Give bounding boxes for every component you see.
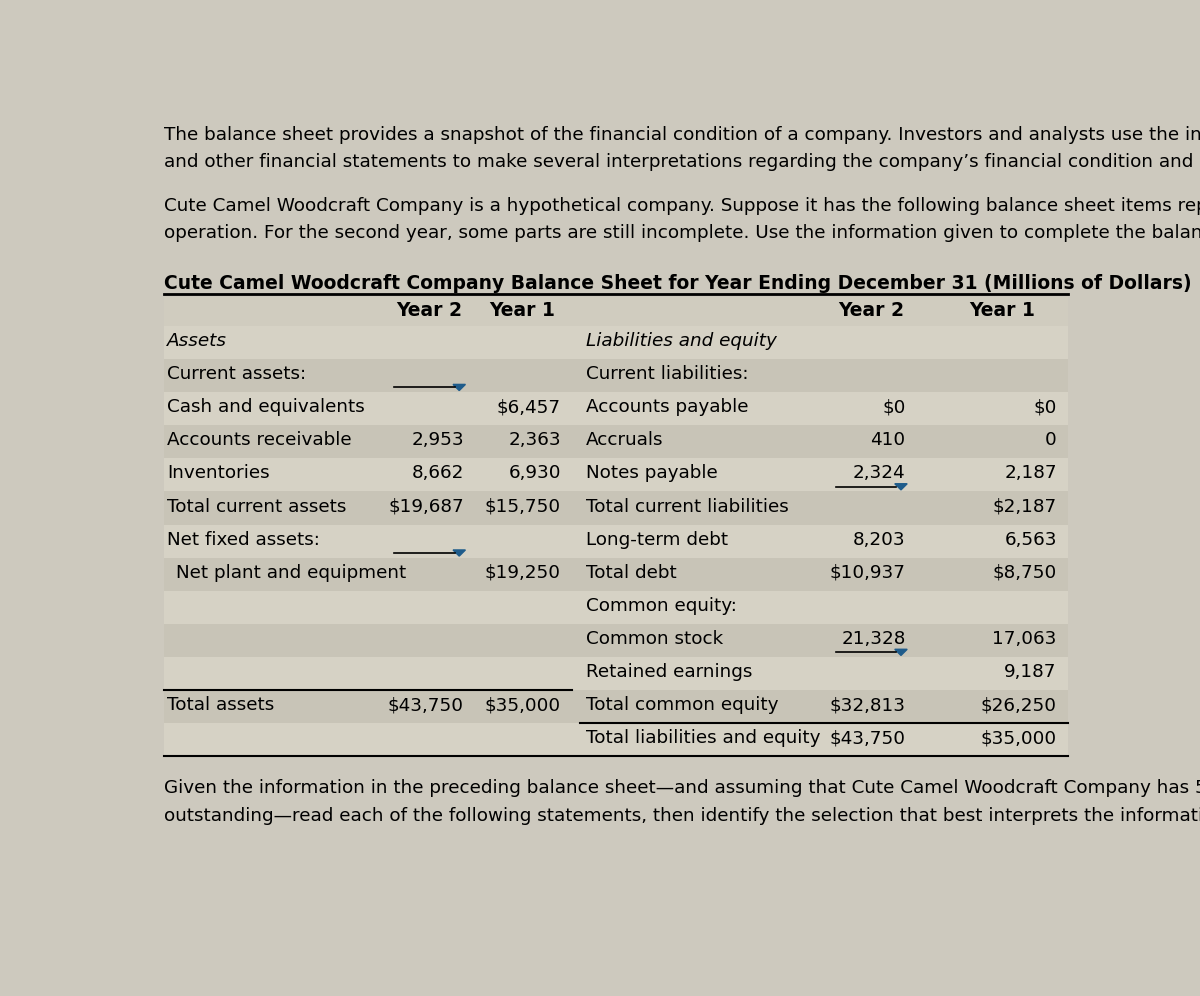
Text: Inventories: Inventories [167, 464, 270, 482]
Text: Common equity:: Common equity: [586, 597, 737, 615]
Text: $10,937: $10,937 [829, 564, 906, 582]
Text: 9,187: 9,187 [1004, 663, 1057, 681]
Polygon shape [454, 384, 466, 390]
Text: Total current liabilities: Total current liabilities [586, 498, 788, 516]
Text: and other financial statements to make several interpretations regarding the com: and other financial statements to make s… [164, 153, 1200, 171]
Text: Total current assets: Total current assets [167, 498, 347, 516]
Text: 410: 410 [870, 431, 906, 449]
Bar [164, 723, 1068, 756]
Bar [164, 297, 1068, 326]
Text: outstanding—read each of the following statements, then identify the selection t: outstanding—read each of the following s… [164, 807, 1200, 825]
Text: $8,750: $8,750 [992, 564, 1057, 582]
Bar [164, 425, 1068, 458]
Text: Total debt: Total debt [586, 564, 677, 582]
Text: Long-term debt: Long-term debt [586, 531, 727, 549]
Text: $15,750: $15,750 [485, 498, 560, 516]
Text: $43,750: $43,750 [829, 729, 906, 747]
Polygon shape [895, 484, 907, 490]
Text: Cash and equivalents: Cash and equivalents [167, 398, 365, 416]
Text: 6,563: 6,563 [1004, 531, 1057, 549]
Bar [164, 525, 1068, 558]
Text: $35,000: $35,000 [980, 729, 1057, 747]
Bar [164, 591, 1068, 623]
Bar [164, 491, 1068, 525]
Text: $19,250: $19,250 [485, 564, 560, 582]
Text: Year 2: Year 2 [396, 301, 462, 321]
Text: Net fixed assets:: Net fixed assets: [167, 531, 320, 549]
Text: 8,203: 8,203 [853, 531, 906, 549]
Text: 2,324: 2,324 [853, 464, 906, 482]
Text: 8,662: 8,662 [412, 464, 464, 482]
Bar [164, 623, 1068, 657]
Text: Liabilities and equity: Liabilities and equity [586, 332, 776, 350]
Text: $6,457: $6,457 [497, 398, 560, 416]
Bar [164, 326, 1068, 359]
Text: 21,328: 21,328 [841, 630, 906, 648]
Text: $19,687: $19,687 [388, 498, 464, 516]
Bar [164, 359, 1068, 392]
Text: 2,363: 2,363 [508, 431, 560, 449]
Text: Cute Camel Woodcraft Company Balance Sheet for Year Ending December 31 (Millions: Cute Camel Woodcraft Company Balance She… [164, 274, 1192, 293]
Text: $26,250: $26,250 [980, 696, 1057, 714]
Text: Accruals: Accruals [586, 431, 664, 449]
Text: $0: $0 [1033, 398, 1057, 416]
Polygon shape [454, 550, 466, 556]
Bar [164, 458, 1068, 491]
Polygon shape [895, 649, 907, 655]
Text: Cute Camel Woodcraft Company is a hypothetical company. Suppose it has the follo: Cute Camel Woodcraft Company is a hypoth… [164, 196, 1200, 214]
Bar [164, 657, 1068, 690]
Text: 2,187: 2,187 [1004, 464, 1057, 482]
Text: $35,000: $35,000 [485, 696, 560, 714]
Text: $0: $0 [882, 398, 906, 416]
Bar [164, 392, 1068, 425]
Text: Current assets:: Current assets: [167, 366, 306, 383]
Text: Assets: Assets [167, 332, 227, 350]
Text: Current liabilities:: Current liabilities: [586, 366, 748, 383]
Text: Year 1: Year 1 [970, 301, 1036, 321]
Text: 17,063: 17,063 [992, 630, 1057, 648]
Text: 2,953: 2,953 [412, 431, 464, 449]
Text: Year 2: Year 2 [838, 301, 904, 321]
Text: Total assets: Total assets [167, 696, 275, 714]
Text: Total common equity: Total common equity [586, 696, 778, 714]
Text: operation. For the second year, some parts are still incomplete. Use the informa: operation. For the second year, some par… [164, 224, 1200, 242]
Text: 0: 0 [1045, 431, 1057, 449]
Text: Year 1: Year 1 [490, 301, 554, 321]
Text: Common stock: Common stock [586, 630, 722, 648]
Text: Given the information in the preceding balance sheet—and assuming that Cute Came: Given the information in the preceding b… [164, 780, 1200, 798]
Text: Net plant and equipment: Net plant and equipment [176, 564, 407, 582]
Text: The balance sheet provides a snapshot of the financial condition of a company. I: The balance sheet provides a snapshot of… [164, 125, 1200, 143]
Text: Total liabilities and equity: Total liabilities and equity [586, 729, 820, 747]
Text: Accounts payable: Accounts payable [586, 398, 748, 416]
Text: Notes payable: Notes payable [586, 464, 718, 482]
Text: $43,750: $43,750 [388, 696, 464, 714]
Text: $32,813: $32,813 [829, 696, 906, 714]
Text: Retained earnings: Retained earnings [586, 663, 752, 681]
Text: 6,930: 6,930 [509, 464, 560, 482]
Text: $2,187: $2,187 [992, 498, 1057, 516]
Bar [164, 558, 1068, 591]
Bar [164, 690, 1068, 723]
Text: Accounts receivable: Accounts receivable [167, 431, 352, 449]
